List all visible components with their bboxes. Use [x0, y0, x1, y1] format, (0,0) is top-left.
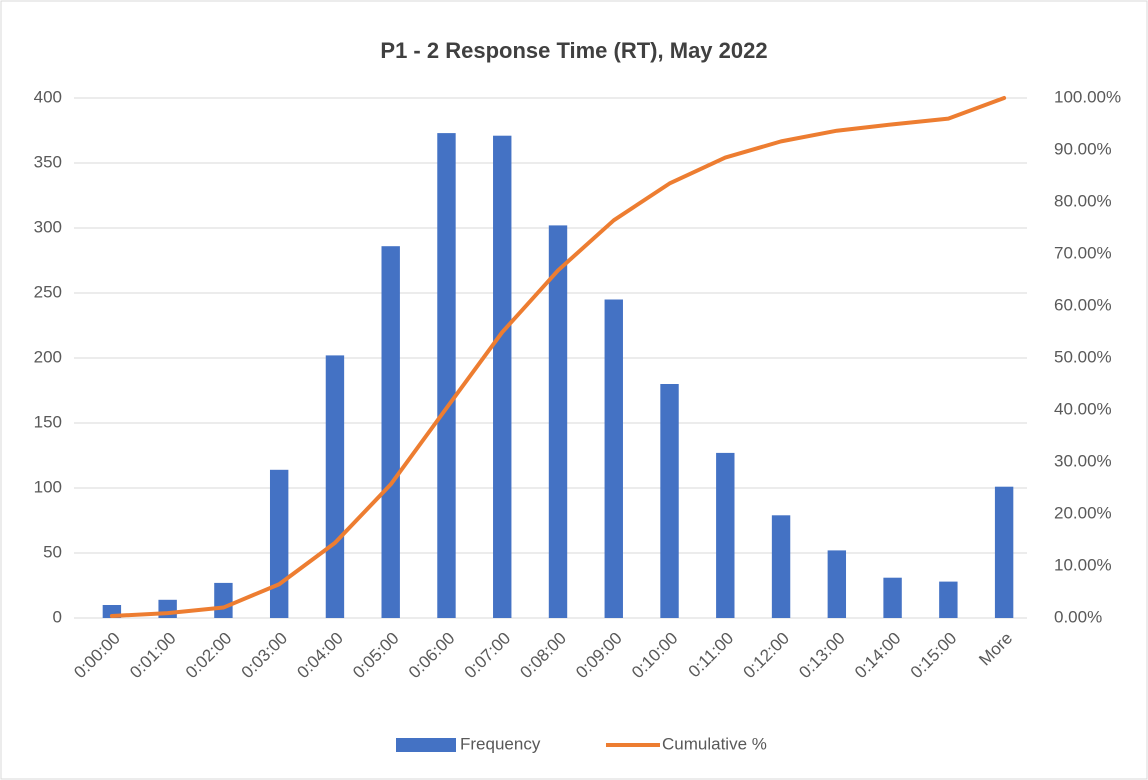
y-tick-label: 400 [34, 87, 62, 106]
y2-tick-label: 50.00% [1054, 347, 1112, 366]
y2-tick-label: 0.00% [1054, 607, 1102, 626]
bar [548, 225, 568, 618]
y-tick-label: 0 [53, 607, 62, 626]
bar [994, 486, 1014, 618]
y2-tick-label: 80.00% [1054, 191, 1112, 210]
legend-label: Cumulative % [662, 734, 767, 753]
y-tick-label: 200 [34, 347, 62, 366]
y-tick-label: 100 [34, 477, 62, 496]
bar [214, 582, 233, 618]
y-tick-label: 50 [43, 542, 62, 561]
bar [325, 355, 345, 618]
bar [771, 515, 791, 618]
bar [493, 135, 512, 618]
y2-tick-label: 10.00% [1054, 555, 1112, 574]
y-tick-label: 300 [34, 217, 62, 236]
legend-label: Frequency [460, 734, 541, 753]
y2-tick-label: 20.00% [1054, 503, 1112, 522]
y2-tick-label: 90.00% [1054, 139, 1112, 158]
bar [269, 469, 289, 618]
y2-tick-label: 100.00% [1054, 87, 1121, 106]
chart-title: P1 - 2 Response Time (RT), May 2022 [380, 38, 767, 63]
legend-swatch [396, 738, 456, 752]
y-tick-label: 350 [34, 152, 62, 171]
y-tick-label: 150 [34, 412, 62, 431]
bar [660, 384, 679, 618]
bar [883, 577, 902, 618]
bar [827, 550, 847, 618]
y2-tick-label: 30.00% [1054, 451, 1112, 470]
y2-tick-label: 70.00% [1054, 243, 1112, 262]
cumulative-line [109, 96, 1007, 618]
bar [939, 581, 958, 618]
bar [604, 299, 623, 618]
y2-tick-label: 60.00% [1054, 295, 1112, 314]
bar [437, 133, 456, 618]
bar [716, 452, 735, 618]
bar [381, 246, 400, 618]
y-tick-label: 250 [34, 282, 62, 301]
y2-tick-label: 40.00% [1054, 399, 1112, 418]
